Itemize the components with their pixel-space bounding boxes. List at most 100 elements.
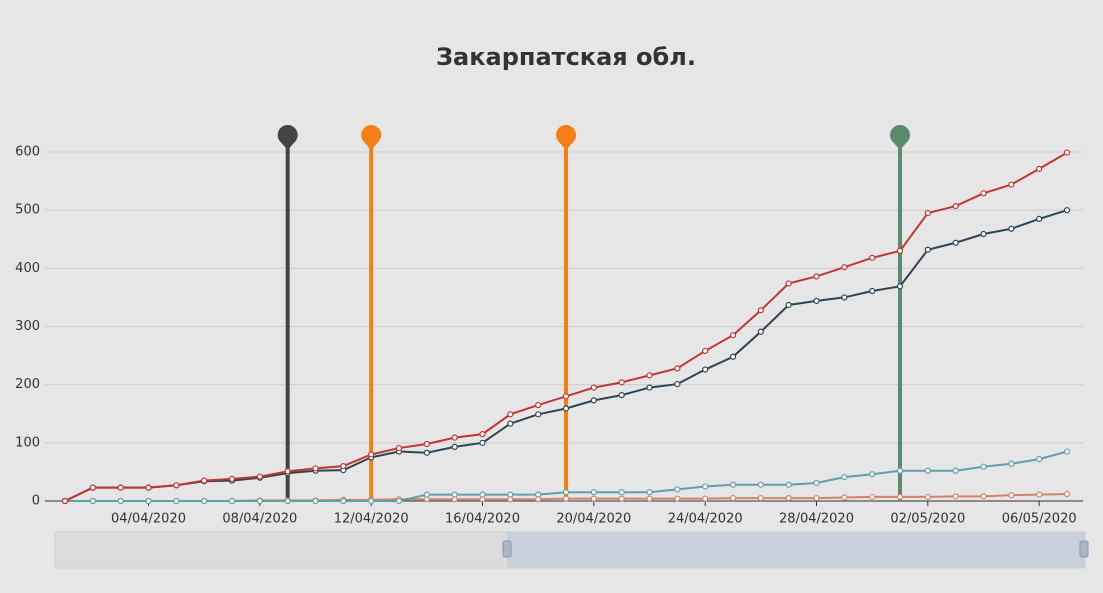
data-point	[451, 434, 458, 441]
data-point	[924, 493, 931, 501]
data-point	[284, 468, 291, 475]
data-point	[841, 264, 848, 271]
data-point	[869, 287, 876, 295]
data-point	[841, 494, 848, 501]
data-point	[395, 444, 403, 452]
data-point	[757, 328, 764, 335]
data-point	[284, 497, 291, 505]
data-point	[924, 246, 931, 253]
data-point	[145, 497, 152, 505]
data-point	[896, 467, 904, 474]
data-point	[562, 393, 570, 400]
data-point	[952, 493, 959, 500]
data-point	[1063, 490, 1071, 498]
x-tick-label: 28/04/2020	[779, 512, 854, 527]
data-point	[117, 497, 124, 505]
data-point	[368, 497, 375, 505]
data-point	[507, 411, 514, 418]
data-point	[201, 477, 208, 484]
data-point	[590, 397, 597, 404]
x-tick-label: 08/04/2020	[222, 512, 297, 527]
x-tick-label: 02/05/2020	[890, 512, 965, 527]
x-tick-label: 20/04/2020	[556, 512, 631, 527]
data-point	[1036, 165, 1043, 172]
data-point	[479, 431, 486, 438]
y-tick-label: 200	[15, 377, 40, 392]
data-point	[89, 497, 96, 505]
data-point	[729, 481, 737, 488]
y-tick-label: 300	[15, 319, 40, 334]
data-point	[340, 497, 347, 505]
data-point	[813, 494, 820, 502]
data-point	[228, 475, 236, 482]
chart-title: Закарпатская обл.	[436, 43, 696, 71]
data-point	[618, 379, 625, 386]
data-point	[1063, 207, 1071, 214]
data-point	[618, 392, 625, 399]
data-point	[1036, 456, 1043, 463]
data-point	[813, 273, 820, 280]
data-point	[590, 495, 597, 502]
data-point	[841, 474, 848, 481]
zoom-slider[interactable]	[54, 531, 1089, 569]
x-tick-label: 12/04/2020	[334, 512, 409, 527]
data-point	[757, 307, 764, 314]
event-pin	[361, 125, 382, 150]
data-point	[1008, 225, 1015, 232]
data-point	[562, 489, 570, 496]
data-point	[980, 463, 987, 470]
data-point	[952, 467, 959, 474]
data-point	[729, 353, 737, 360]
data-point	[201, 497, 208, 505]
data-point	[145, 484, 152, 491]
data-point	[980, 230, 987, 238]
data-point	[785, 301, 792, 309]
data-point	[312, 465, 319, 472]
data-point	[896, 283, 904, 290]
data-point	[1036, 215, 1043, 222]
data-point	[757, 481, 764, 488]
data-point	[89, 484, 96, 491]
data-point	[646, 495, 653, 502]
data-point	[841, 294, 848, 301]
data-point	[702, 495, 709, 502]
data-point	[423, 440, 430, 448]
data-point	[785, 280, 792, 287]
y-tick-label: 100	[15, 435, 40, 450]
x-tick-label: 06/05/2020	[1002, 512, 1077, 527]
data-point	[757, 494, 764, 502]
data-point	[674, 495, 681, 502]
y-tick-label: 0	[32, 494, 40, 509]
data-point	[729, 332, 737, 339]
data-point	[674, 380, 681, 388]
data-point	[924, 209, 931, 217]
data-point	[869, 471, 876, 478]
data-point	[117, 484, 124, 491]
data-point	[451, 443, 458, 451]
data-point	[340, 463, 347, 470]
data-point	[1008, 181, 1015, 188]
slider-window[interactable]	[507, 532, 1085, 568]
data-point	[423, 491, 430, 498]
event-pin	[556, 125, 576, 150]
data-point	[646, 372, 653, 379]
slider-handle[interactable]	[1079, 540, 1089, 558]
slider-handle[interactable]	[502, 540, 512, 558]
data-point	[507, 420, 514, 427]
data-point	[61, 497, 69, 505]
y-tick-label: 400	[15, 261, 40, 276]
data-point	[924, 467, 931, 474]
y-tick-label: 500	[15, 203, 40, 218]
data-point	[813, 479, 820, 487]
data-point	[646, 489, 653, 496]
data-point	[173, 497, 180, 505]
data-point	[423, 449, 430, 456]
data-point	[646, 384, 653, 391]
data-point	[702, 347, 709, 355]
data-point	[256, 473, 263, 480]
data-point	[590, 489, 597, 496]
data-point	[395, 497, 403, 505]
data-point	[507, 491, 514, 498]
data-point	[228, 497, 236, 505]
